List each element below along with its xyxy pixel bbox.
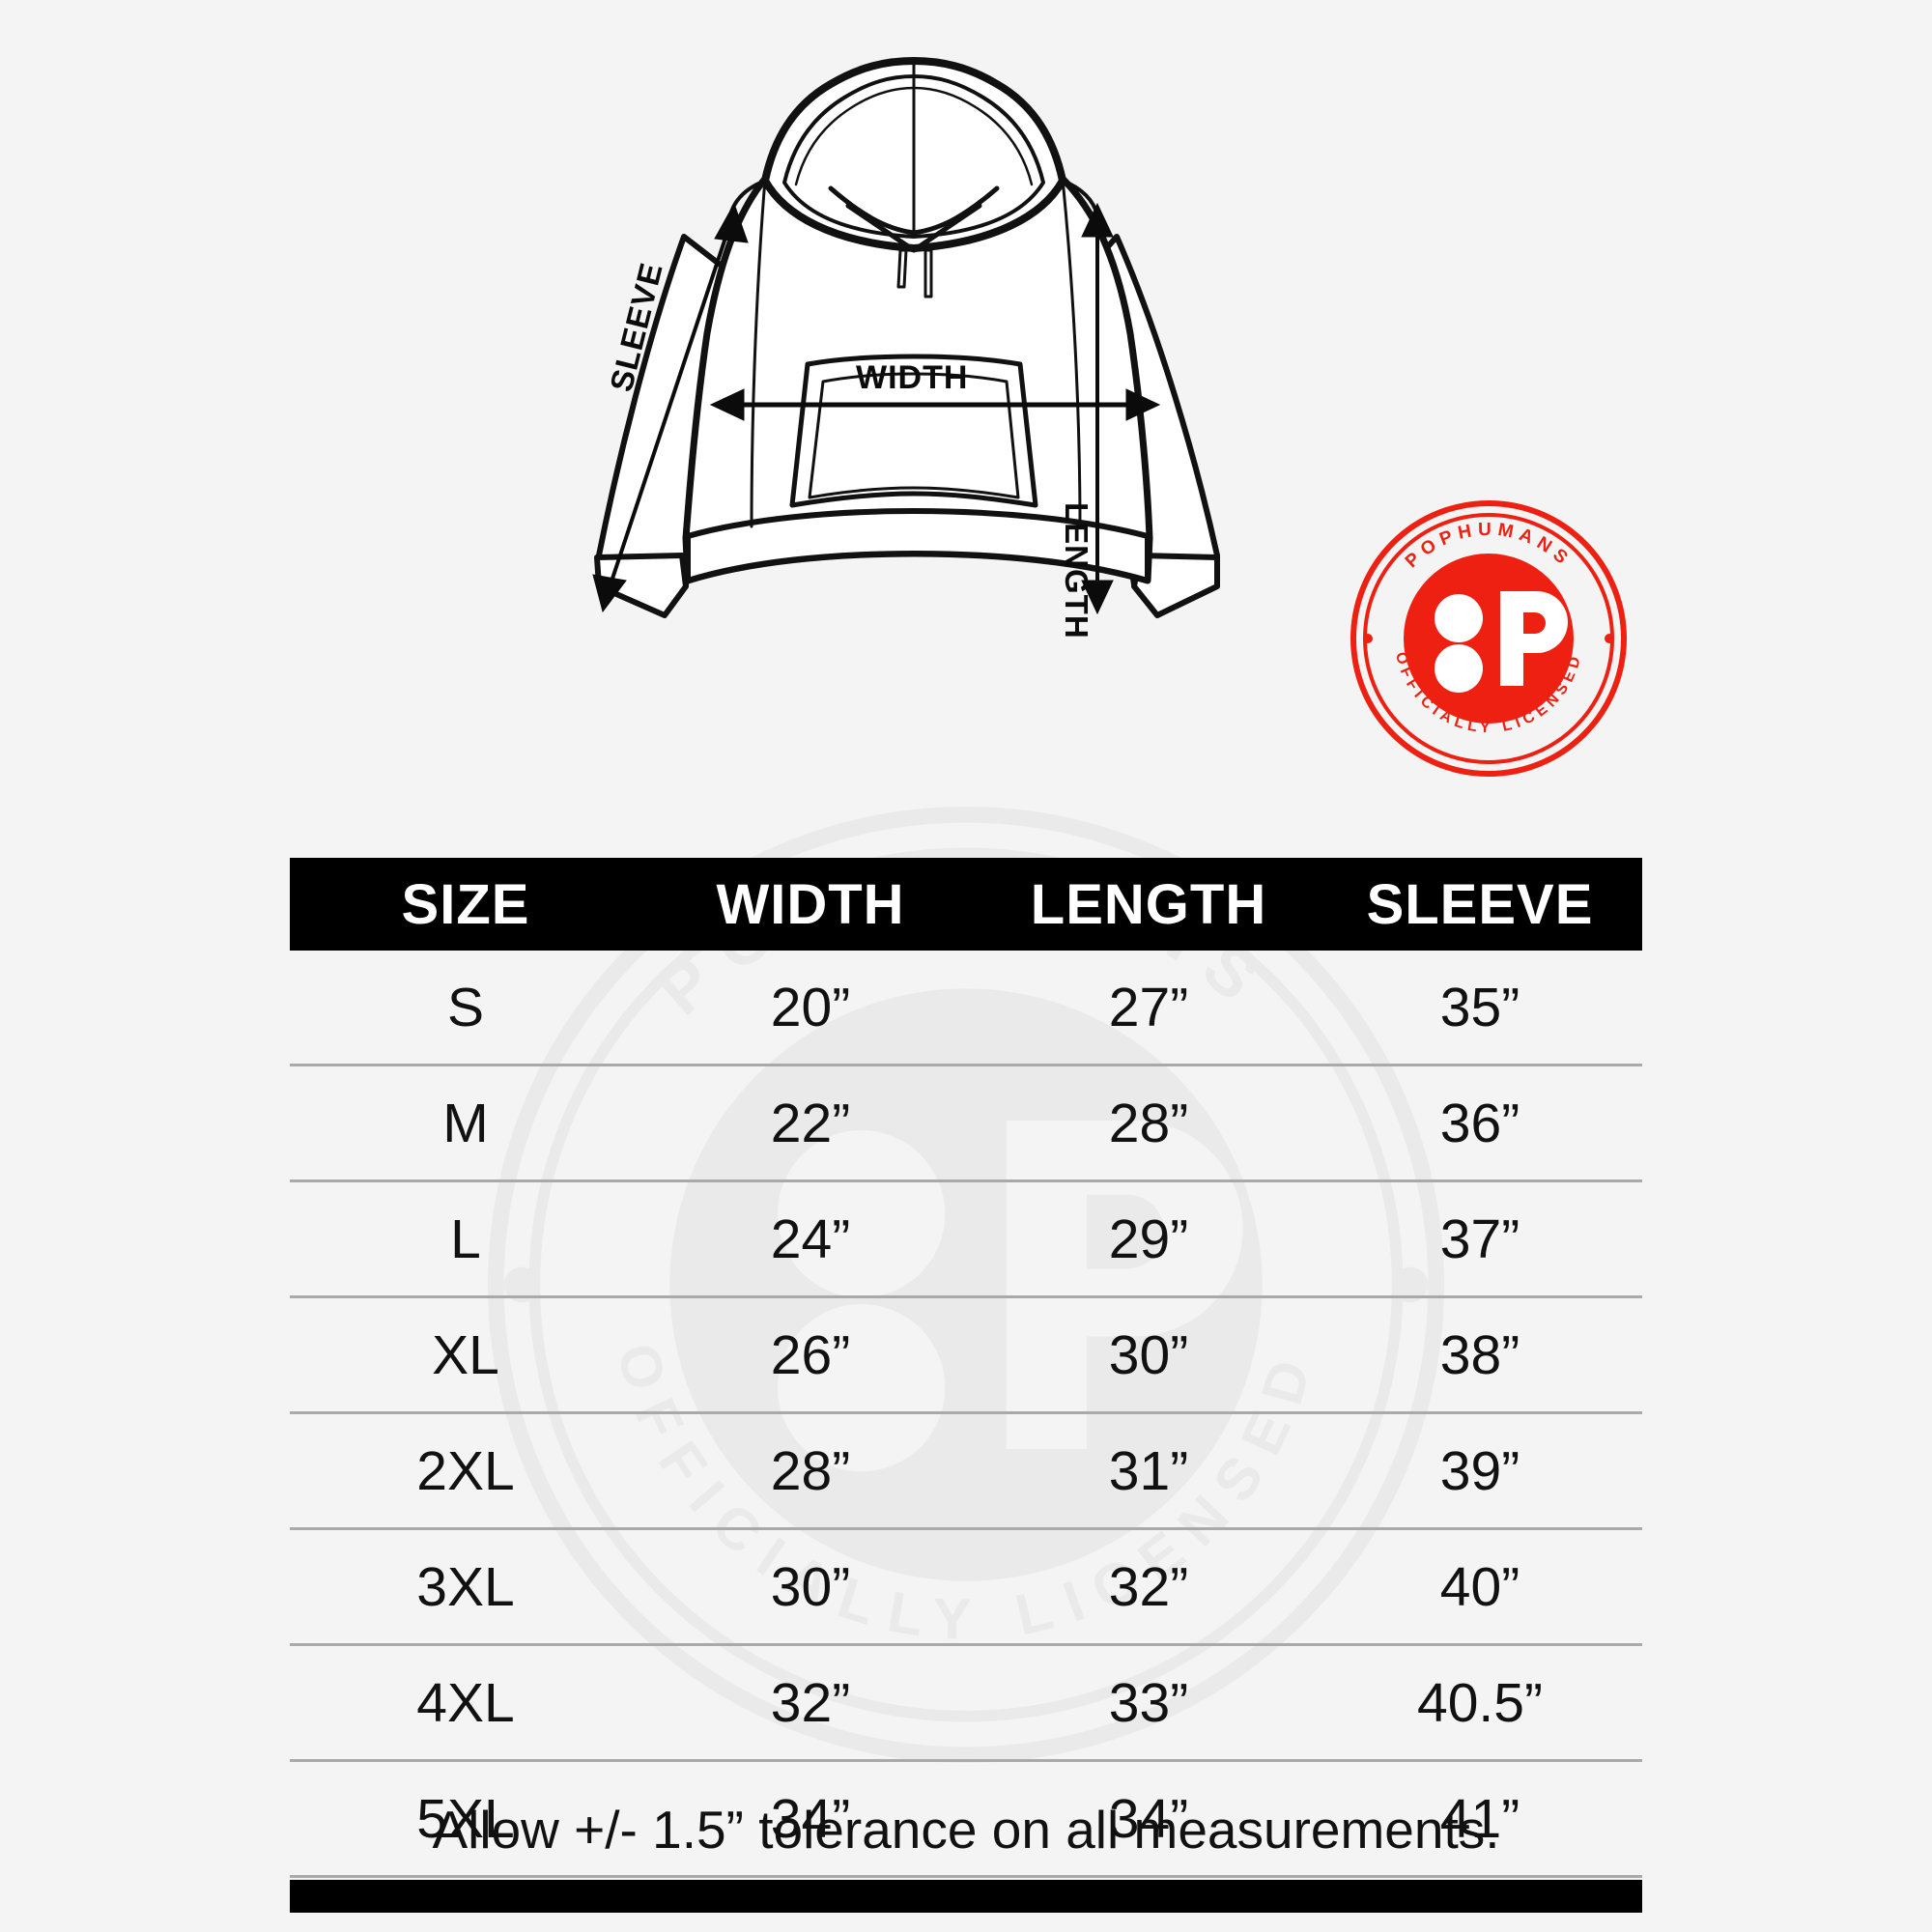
table-row: 3XL 30” 32” 40” [290,1530,1642,1646]
badge-outer-ring [1350,500,1627,777]
cell-length: 31” [1108,1439,1189,1502]
cell-width: 28” [770,1439,851,1502]
cell-width: 30” [770,1555,851,1618]
cell-size: 5XL [416,1787,515,1850]
cell-size: XL [432,1323,499,1386]
cell-width: 26” [770,1323,851,1386]
table-row: M 22” 28” 36” [290,1066,1642,1182]
column-header-length: LENGTH [1030,872,1267,936]
cell-width: 32” [770,1671,851,1734]
cell-width: 22” [770,1092,851,1154]
cell-length: 27” [1108,976,1189,1038]
cell-sleeve: 40” [1439,1555,1520,1618]
table-row: XL 26” 30” 38” [290,1298,1642,1414]
table-footer-bar [290,1880,1642,1913]
officially-licensed-badge: POPHUMANS OFFICIALLY LICENSED [1349,498,1629,779]
cell-sleeve: 37” [1439,1208,1520,1270]
cell-size: 3XL [416,1555,515,1618]
size-chart-table: SIZE WIDTH LENGTH SLEEVE S 20” 27” 35” M… [290,858,1642,1913]
cell-length: 30” [1108,1323,1189,1386]
badge-side-dot-right [1605,634,1614,643]
badge-side-dot-left [1363,634,1373,643]
cell-size: M [442,1092,489,1154]
table-row: 5XL 34” 34” 41” [290,1762,1642,1878]
cell-length: 33” [1108,1671,1189,1734]
cell-sleeve: 35” [1439,976,1520,1038]
cell-size: 2XL [416,1439,515,1502]
cell-sleeve: 36” [1439,1092,1520,1154]
column-header-size: SIZE [401,872,530,936]
diagram-label-width: WIDTH [856,359,969,396]
cell-sleeve: 38” [1439,1323,1520,1386]
diagram-label-length: LENGTH [1059,502,1094,639]
table-row: S 20” 27” 35” [290,951,1642,1066]
cell-length: 32” [1108,1555,1189,1618]
cell-sleeve: 39” [1439,1439,1520,1502]
column-header-sleeve: SLEEVE [1366,872,1594,936]
badge-letter-p [1500,591,1568,686]
cell-width: 24” [770,1208,851,1270]
table-header-row: SIZE WIDTH LENGTH SLEEVE [290,858,1642,951]
cell-length: 28” [1108,1092,1189,1154]
tolerance-note: Allow +/- 1.5” tolerance on all measurem… [432,1800,1500,1860]
cell-size: L [450,1208,481,1270]
hoodie-diagram [541,43,1343,642]
table-row: 2XL 28” 31” 39” [290,1414,1642,1530]
cell-length: 29” [1108,1208,1189,1270]
cell-sleeve: 41” [1439,1787,1520,1850]
cell-sleeve: 40.5” [1417,1671,1543,1734]
badge-dot-lower [1435,644,1483,693]
cell-size: S [446,976,485,1038]
cell-length: 34” [1108,1787,1189,1850]
cell-width: 20” [770,976,851,1038]
table-row: L 24” 29” 37” [290,1182,1642,1298]
cell-width: 34” [770,1787,851,1850]
table-row: 4XL 32” 33” 40.5” [290,1646,1642,1762]
cell-size: 4XL [416,1671,515,1734]
badge-dot-upper [1435,594,1483,642]
column-header-width: WIDTH [716,872,905,936]
